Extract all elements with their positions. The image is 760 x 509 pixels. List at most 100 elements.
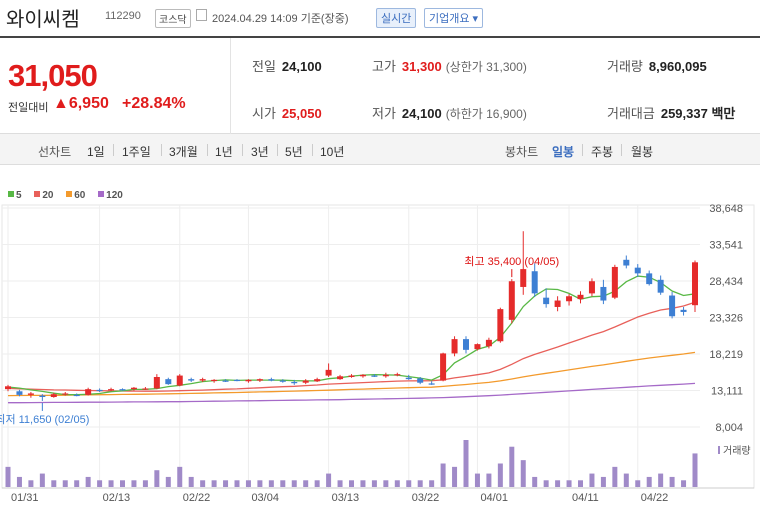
candle-body — [302, 380, 309, 383]
chart-frame — [1, 204, 755, 489]
volume-bar — [291, 480, 297, 487]
volume-bar — [188, 476, 194, 487]
candle-body — [188, 379, 195, 381]
candle-body — [16, 391, 23, 395]
candle-body — [108, 389, 115, 391]
volume-bar — [120, 480, 125, 487]
volume-bar — [177, 466, 183, 487]
volume-bar — [452, 466, 458, 487]
candle-body — [463, 339, 469, 350]
volume-bar — [39, 473, 45, 487]
candle-body — [623, 259, 630, 266]
prev-close: 전일 24,100 — [252, 59, 322, 74]
candle-body — [451, 339, 458, 354]
volume-bar — [669, 476, 675, 487]
volume-bar — [600, 476, 606, 487]
candle-chart-label: 봉차트 — [505, 145, 539, 159]
realtime-button[interactable]: 실시간 — [376, 8, 417, 28]
candle-body — [268, 379, 275, 381]
candle-body — [291, 382, 298, 384]
candle-body — [165, 379, 172, 385]
volume-bar — [211, 480, 217, 487]
candle-body — [119, 389, 126, 391]
candle-body — [611, 266, 618, 298]
period-1w[interactable]: 1주일 — [122, 145, 151, 159]
candle-body — [222, 380, 229, 382]
x-tick-label: 03/13 — [332, 492, 360, 504]
price-summary: 31,050 전일대비 ▲6,950 +28.84% 전일 24,100 고가 31… — [0, 36, 760, 134]
volume-bar — [28, 480, 34, 487]
volume-bar — [681, 480, 687, 487]
candle-body — [256, 379, 263, 381]
candle-monthly[interactable]: 월봉 — [631, 145, 654, 159]
volume-bar — [97, 480, 103, 487]
ma120-line — [8, 382, 696, 404]
x-tick-label: 03/04 — [251, 492, 279, 504]
x-tick-label: 04/11 — [572, 492, 599, 504]
candle-body — [359, 374, 366, 377]
volume-bar — [497, 463, 503, 487]
volume-bar — [337, 480, 343, 487]
period-1y[interactable]: 1년 — [215, 145, 233, 159]
y-tick-label: 18,219 — [709, 349, 743, 361]
volume-bar — [623, 473, 629, 487]
company-overview-dropdown[interactable]: 기업개요 ▾ — [424, 8, 484, 28]
candle-body — [211, 379, 218, 382]
candle-body — [337, 376, 344, 380]
candle-body — [692, 262, 698, 306]
candle-body — [566, 296, 573, 302]
volume-bar — [589, 473, 595, 487]
volume-bar — [142, 480, 148, 487]
volume-bar — [383, 480, 389, 487]
ma60-line — [7, 351, 696, 397]
candle-body — [130, 387, 137, 390]
volume-bar — [51, 480, 57, 487]
period-3y[interactable]: 3년 — [251, 145, 269, 159]
legend-ma60: 60 — [66, 190, 85, 201]
change-value: ▲6,950 — [53, 95, 109, 112]
candle-weekly[interactable]: 주봉 — [591, 145, 614, 159]
period-10y[interactable]: 10년 — [320, 145, 345, 159]
volume-bar — [555, 480, 561, 487]
candle-body — [5, 386, 11, 390]
period-1d[interactable]: 1일 — [87, 145, 105, 159]
volume-bar — [486, 473, 492, 487]
high-price: 고가 31,300 (상한가 31,300) — [372, 59, 527, 74]
candle-daily[interactable]: 일봉 — [552, 145, 575, 159]
y-tick-label: 28,434 — [709, 276, 743, 288]
candle-body — [405, 377, 412, 380]
candle-body — [199, 379, 206, 381]
candle-body — [27, 393, 34, 395]
x-tick-label: 02/13 — [103, 492, 131, 504]
volume-bar — [692, 453, 698, 487]
candle-body — [543, 297, 550, 305]
candle-body — [39, 395, 46, 398]
volume-bar — [349, 480, 354, 487]
volume-bar — [131, 480, 137, 487]
candle-body — [325, 369, 332, 376]
low-price: 저가 24,100 (하한가 16,900) — [372, 106, 527, 121]
volume-bar — [165, 476, 171, 487]
change-percent: +28.84% — [122, 95, 186, 112]
volume-bar — [371, 480, 377, 487]
candle-body — [62, 393, 69, 395]
candle-body — [153, 377, 160, 389]
candle-body — [634, 267, 641, 274]
x-tick-label: 03/22 — [412, 492, 440, 504]
max-annotation: 최고 35,400 (04/05) — [464, 255, 559, 268]
stock-header: 와이씨켐 112290 코스닥 2024.04.29 14:09 기준(장중) … — [0, 0, 760, 34]
candle-body — [588, 281, 595, 294]
period-3m[interactable]: 3개월 — [169, 145, 198, 159]
x-tick-label: 01/31 — [11, 492, 39, 504]
volume-bar — [280, 480, 286, 487]
candle-body — [577, 294, 584, 300]
candle-body — [234, 379, 240, 382]
calendar-icon — [196, 9, 207, 21]
volume-bar — [223, 480, 229, 487]
volume-bar — [440, 463, 446, 487]
candle-body — [394, 374, 401, 376]
volume-bar — [74, 480, 80, 487]
period-5y[interactable]: 5년 — [285, 145, 303, 159]
trade-amount: 거래대금 259,337 백만 — [607, 106, 736, 121]
